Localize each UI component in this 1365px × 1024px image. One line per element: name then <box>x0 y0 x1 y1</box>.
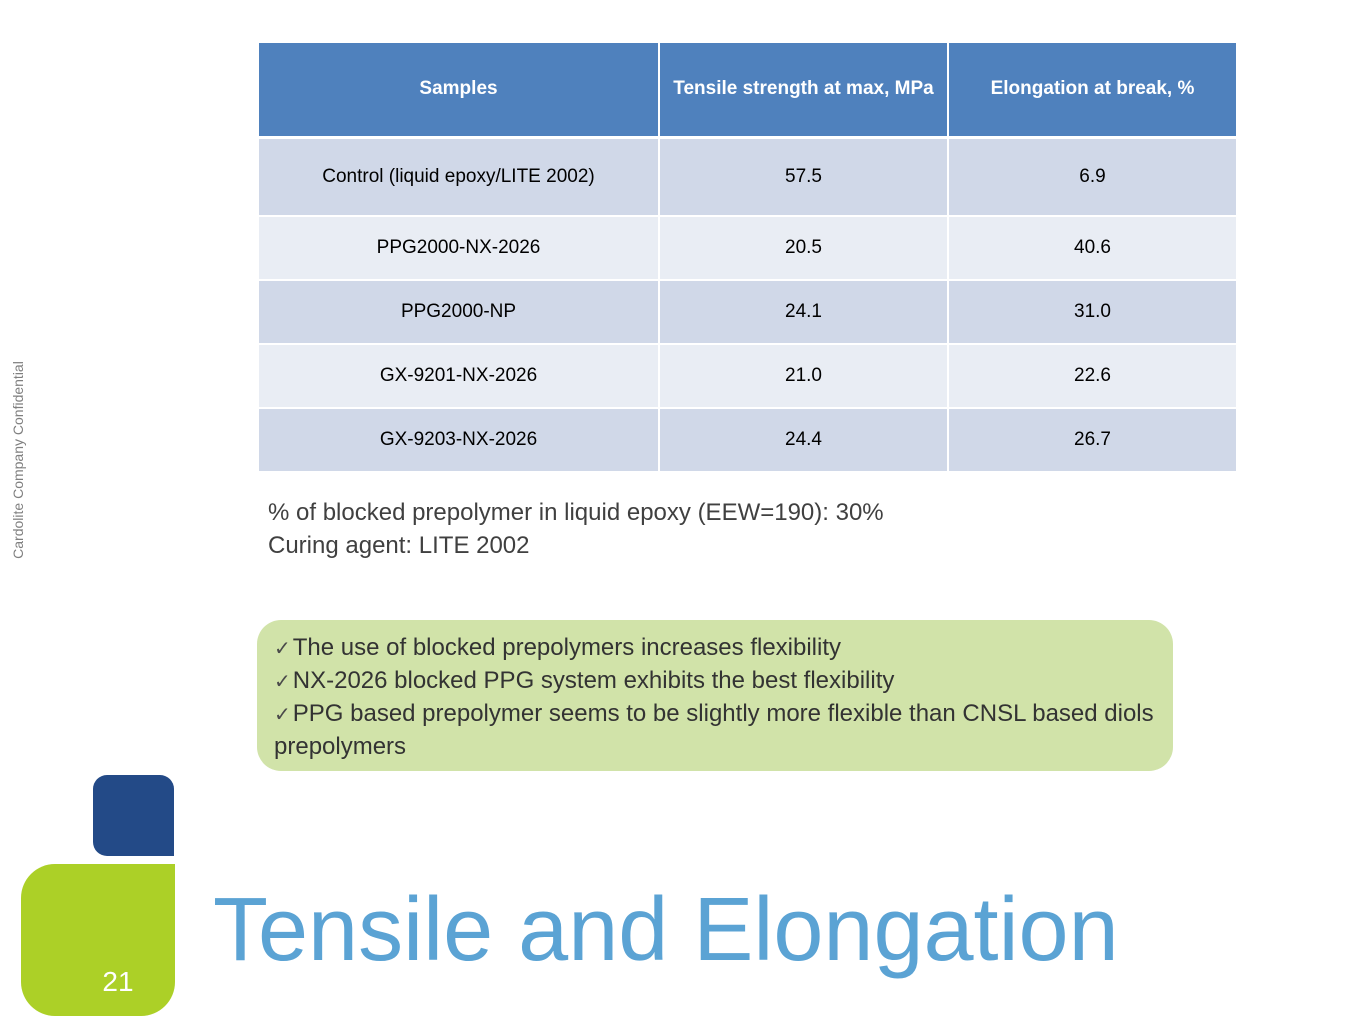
note-blocked-prepolymer: % of blocked prepolymer in liquid epoxy … <box>268 499 884 526</box>
header-samples: Samples <box>257 41 660 139</box>
cell-sample: GX-9201-NX-2026 <box>257 343 660 409</box>
note-curing-agent: Curing agent: LITE 2002 <box>268 532 530 559</box>
conclusions-callout: ✓The use of blocked prepolymers increase… <box>257 620 1173 771</box>
slide-number: 21 <box>102 966 134 997</box>
decorative-green-square <box>21 864 175 1016</box>
cell-sample: GX-9203-NX-2026 <box>257 407 660 473</box>
header-tensile-strength: Tensile strength at max, MPa <box>658 41 949 139</box>
conclusion-item: ✓PPG based prepolymer seems to be slight… <box>274 698 1159 763</box>
cell-sample: Control (liquid epoxy/LITE 2002) <box>257 136 660 217</box>
decorative-blue-square <box>93 775 174 856</box>
conclusion-text: NX-2026 blocked PPG system exhibits the … <box>292 667 895 694</box>
checkmark-icon: ✓ <box>274 638 291 660</box>
cell-elongation: 22.6 <box>947 343 1238 409</box>
experiment-notes: % of blocked prepolymer in liquid epoxy … <box>268 496 884 562</box>
cell-tensile: 21.0 <box>658 343 949 409</box>
results-table: Samples Tensile strength at max, MPa Elo… <box>257 41 1238 473</box>
cell-tensile: 20.5 <box>658 215 949 281</box>
confidential-label: Cardolite Company Confidential <box>10 361 26 559</box>
table-row: Control (liquid epoxy/LITE 2002) 57.5 6.… <box>257 136 1238 217</box>
checkmark-icon: ✓ <box>274 704 291 726</box>
cell-elongation: 6.9 <box>947 136 1238 217</box>
cell-elongation: 40.6 <box>947 215 1238 281</box>
cell-tensile: 57.5 <box>658 136 949 217</box>
conclusion-item: ✓NX-2026 blocked PPG system exhibits the… <box>274 665 1159 698</box>
conclusion-text: PPG based prepolymer seems to be slightl… <box>274 700 1154 760</box>
table-row: PPG2000-NP 24.1 31.0 <box>257 279 1238 345</box>
cell-elongation: 26.7 <box>947 407 1238 473</box>
cell-tensile: 24.1 <box>658 279 949 345</box>
table-row: GX-9203-NX-2026 24.4 26.7 <box>257 407 1238 473</box>
slide-title: Tensile and Elongation <box>213 880 1119 980</box>
cell-sample: PPG2000-NP <box>257 279 660 345</box>
header-elongation: Elongation at break, % <box>947 41 1238 139</box>
cell-elongation: 31.0 <box>947 279 1238 345</box>
cell-sample: PPG2000-NX-2026 <box>257 215 660 281</box>
table-row: GX-9201-NX-2026 21.0 22.6 <box>257 343 1238 409</box>
checkmark-icon: ✓ <box>274 671 291 693</box>
conclusion-item: ✓The use of blocked prepolymers increase… <box>274 632 1159 665</box>
cell-tensile: 24.4 <box>658 407 949 473</box>
table-header-row: Samples Tensile strength at max, MPa Elo… <box>257 41 1238 139</box>
conclusion-text: The use of blocked prepolymers increases… <box>292 634 842 661</box>
table-row: PPG2000-NX-2026 20.5 40.6 <box>257 215 1238 281</box>
